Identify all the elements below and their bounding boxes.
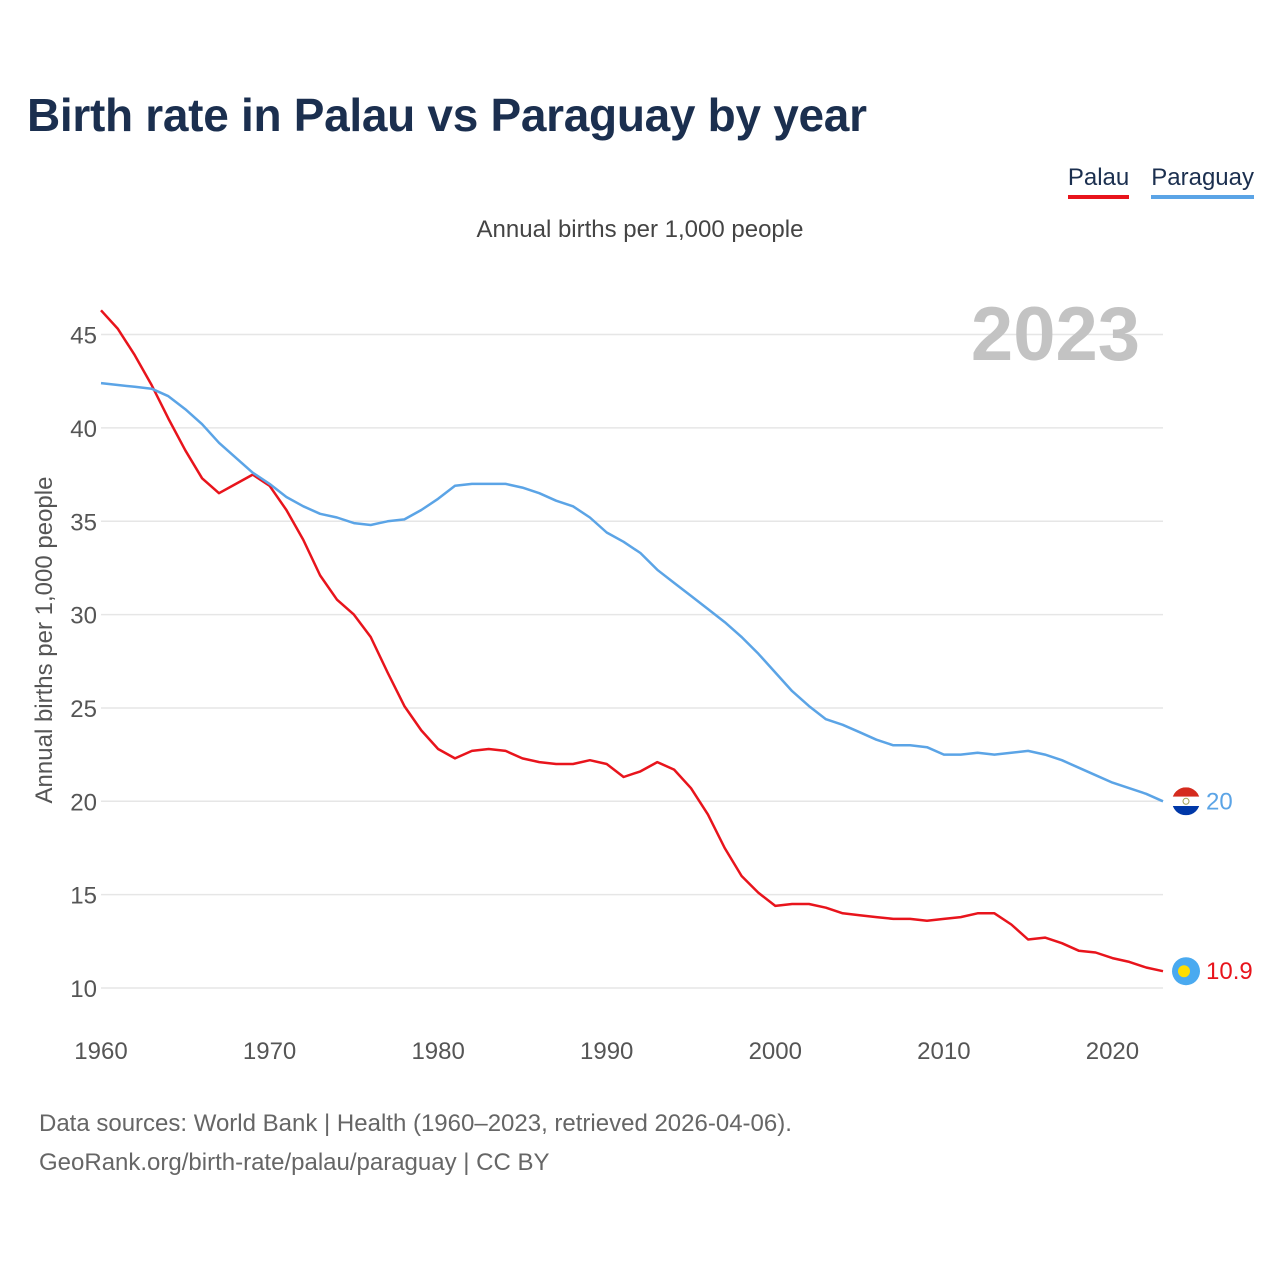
x-axis-ticks: 1960 1970 1980 1990 2000 2010 2020: [74, 1038, 1139, 1065]
x-tick-label: 1970: [243, 1038, 296, 1065]
y-tick-label: 15: [70, 883, 97, 910]
end-value-label-paraguay: 20: [1206, 788, 1233, 815]
legend-item-paraguay[interactable]: Paraguay: [1151, 164, 1254, 199]
x-tick-label: 1960: [74, 1038, 127, 1065]
y-tick-label: 35: [70, 509, 97, 536]
y-tick-label: 45: [70, 323, 97, 350]
source-line-2[interactable]: GeoRank.org/birth-rate/palau/paraguay | …: [39, 1149, 550, 1176]
end-value-label-palau: 10.9: [1206, 958, 1253, 985]
legend: Palau Paraguay: [1067, 164, 1254, 199]
source-note: Data sources: World Bank | Health (1960–…: [39, 1104, 792, 1182]
source-line-1: Data sources: World Bank | Health (1960–…: [39, 1110, 792, 1137]
y-axis-label: Annual births per 1,000 people: [31, 477, 58, 804]
grid-lines: [101, 333, 1163, 989]
chart-subtitle: Annual births per 1,000 people: [476, 216, 804, 243]
y-tick-label: 10: [70, 976, 97, 1003]
x-tick-label: 1990: [580, 1038, 633, 1065]
x-tick-label: 1980: [411, 1038, 464, 1065]
y-tick-label: 25: [70, 696, 97, 723]
x-tick-label: 2010: [917, 1038, 970, 1065]
series-lines: [100, 309, 1164, 973]
series-line-paraguay[interactable]: [100, 381, 1164, 803]
paraguay-flag-icon: [1172, 787, 1200, 816]
y-tick-label: 30: [70, 603, 97, 630]
chart-title: Birth rate in Palau vs Paraguay by year: [27, 89, 867, 141]
year-badge: 2023: [971, 292, 1140, 377]
y-tick-label: 20: [70, 789, 97, 816]
y-axis-ticks: 10 15 20 25 30 35 40 45: [70, 323, 97, 1003]
end-markers: 10.9 20: [1172, 787, 1253, 986]
y-tick-label: 40: [70, 416, 97, 443]
palau-flag-icon: [1172, 957, 1200, 986]
legend-item-palau[interactable]: Palau: [1067, 164, 1130, 199]
x-tick-label: 2000: [749, 1038, 802, 1065]
x-tick-label: 2020: [1086, 1038, 1139, 1065]
series-line-palau[interactable]: [100, 309, 1164, 973]
